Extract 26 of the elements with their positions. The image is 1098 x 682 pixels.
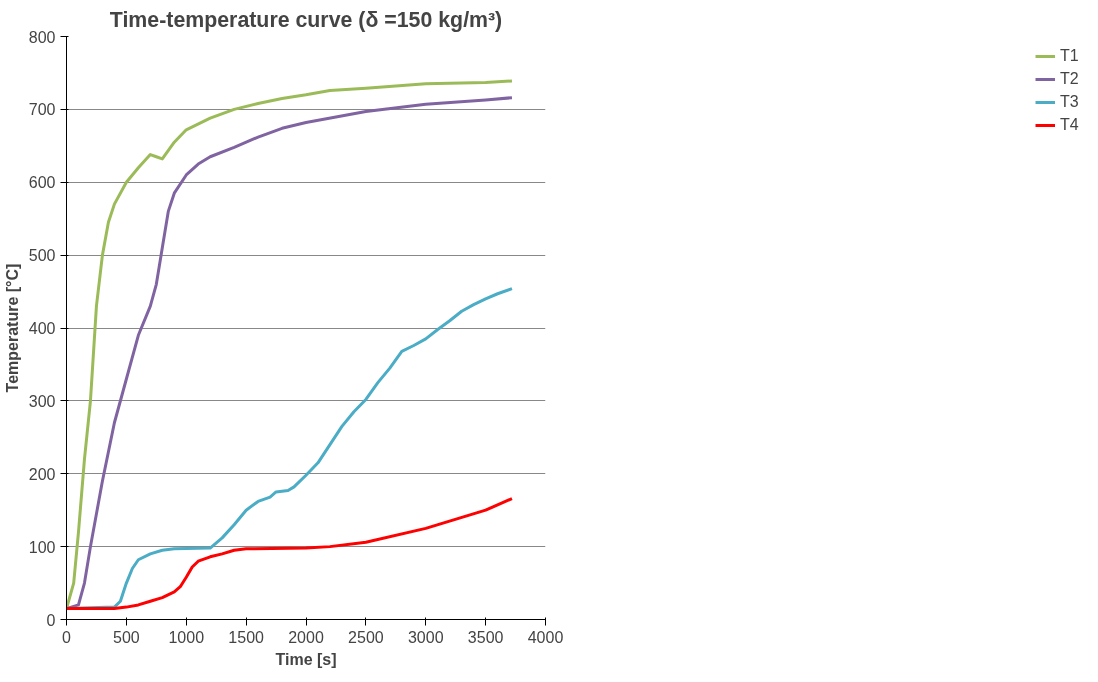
x-tick-label: 500 — [113, 628, 140, 646]
y-tick-label: 500 — [28, 247, 56, 265]
x-tick-label: 1000 — [168, 628, 205, 646]
legend-label: T3 — [1060, 93, 1080, 111]
y-axis-title: Temperature [°C] — [3, 263, 21, 393]
x-tick-label: 2500 — [348, 628, 384, 646]
x-tick-label: 4000 — [527, 628, 564, 646]
x-axis-title: Time [s] — [275, 650, 337, 668]
x-tick-label: 3000 — [407, 628, 444, 646]
y-tick-label: 100 — [28, 538, 56, 556]
y-tick-label: 400 — [28, 320, 56, 337]
y-tick-label: 800 — [28, 28, 56, 46]
y-tick-label: 300 — [28, 392, 56, 410]
x-tick-label: 1500 — [228, 628, 265, 646]
chart-title: Time-temperature curve (δ =150 kg/m³) — [109, 7, 503, 32]
legend-label: T4 — [1060, 116, 1080, 134]
line-series — [66, 497, 514, 611]
y-tick-label: 700 — [28, 101, 56, 119]
y-tick-label: 200 — [28, 465, 56, 483]
x-tick-label: 0 — [62, 628, 72, 646]
x-tick-label: 2000 — [288, 628, 324, 646]
legend-label: T1 — [1060, 47, 1080, 65]
y-tick-label: 0 — [46, 611, 56, 629]
x-tick-label: 3500 — [467, 628, 504, 646]
y-tick-label: 600 — [28, 174, 56, 192]
legend-label: T2 — [1060, 70, 1080, 88]
